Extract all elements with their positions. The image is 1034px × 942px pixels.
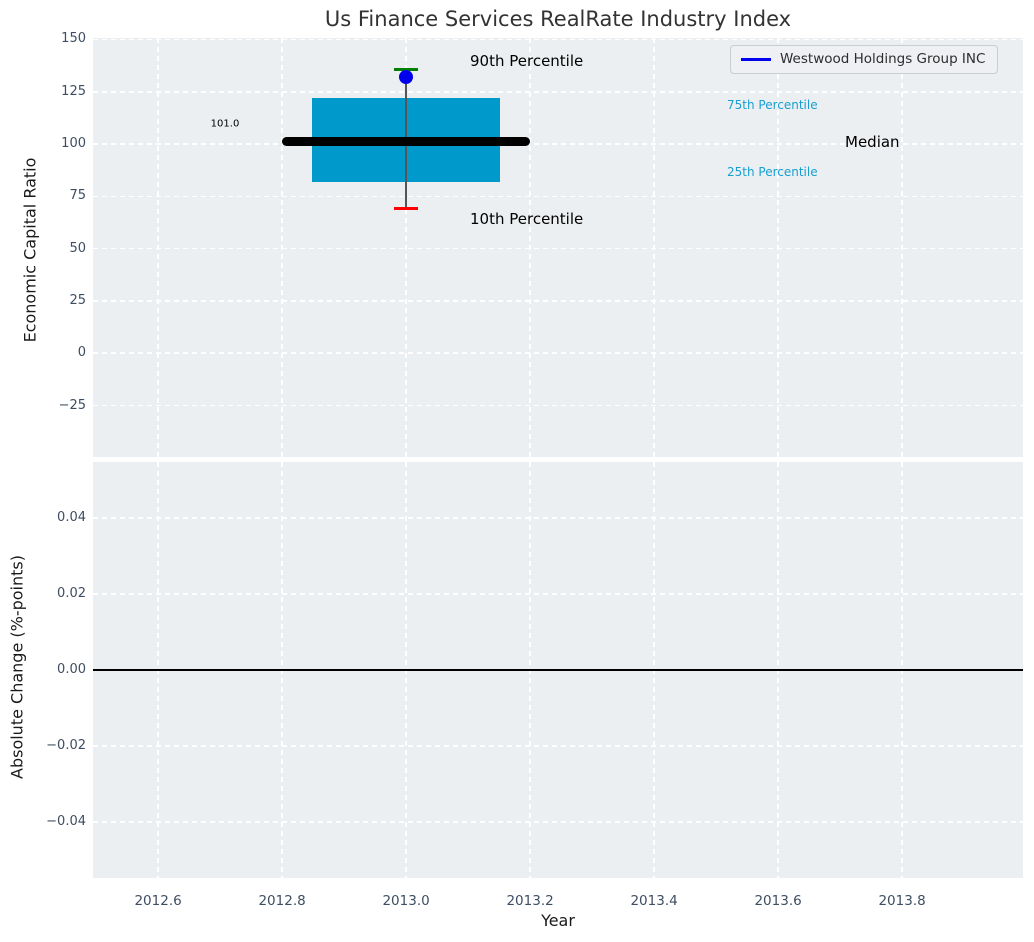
chart-title: Us Finance Services RealRate Industry In… (324, 7, 792, 31)
x-tick-label: 2013.6 (754, 893, 802, 909)
gridline-h (93, 593, 1023, 595)
gridline-v (777, 38, 779, 457)
median-value-label: 101.0 (210, 118, 240, 130)
annotation-75th-percentile: 75th Percentile (727, 98, 818, 112)
y-tick-label: 0.00 (57, 662, 86, 677)
top-axes (93, 38, 1023, 457)
y-tick-label: 0.02 (57, 585, 86, 601)
gridline-h (93, 91, 1023, 93)
zero-line (93, 669, 1023, 671)
cap-10th-percentile (393, 207, 419, 211)
y-tick-label: −0.02 (46, 738, 86, 754)
annotation-10th-percentile: 10th Percentile (470, 210, 584, 228)
gridline-h (93, 517, 1023, 519)
y-tick-label: 25 (69, 292, 86, 308)
gridline-h (93, 247, 1023, 250)
gridline-h (93, 404, 1023, 407)
y-tick-label: 75 (69, 188, 86, 204)
gridline-h (93, 143, 1023, 145)
gridline-h (93, 38, 1023, 41)
x-tick-label: 2013.8 (878, 893, 926, 909)
company-point (399, 70, 414, 85)
y-axis-label-bottom: Absolute Change (%-points) (7, 555, 27, 779)
annotation-25th-percentile: 25th Percentile (727, 165, 818, 179)
gridline-v (529, 38, 531, 457)
x-tick-label: 2012.8 (258, 893, 306, 909)
y-tick-label: 50 (69, 240, 86, 256)
y-tick-label: 0 (77, 345, 86, 361)
y-tick-label: 100 (61, 136, 86, 152)
x-tick-label: 2013.4 (630, 893, 678, 909)
x-tick-label: 2012.6 (134, 893, 182, 909)
bottom-axes (93, 462, 1023, 878)
y-tick-label: −0.04 (46, 814, 86, 830)
median-line (282, 137, 531, 147)
gridline-h (93, 745, 1023, 747)
gridline-v (901, 38, 903, 457)
y-tick-label: 150 (61, 31, 86, 47)
gridline-h (93, 352, 1023, 354)
y-tick-label: 125 (61, 83, 86, 99)
annotation-median: Median (845, 133, 900, 151)
x-tick-label: 2013.2 (506, 893, 554, 909)
gridline-h (93, 300, 1023, 302)
gridline-h (93, 195, 1023, 198)
y-axis-label-top: Economic Capital Ratio (20, 157, 40, 343)
legend-label: Westwood Holdings Group INC (780, 51, 986, 67)
y-tick-label: 0.04 (57, 509, 86, 525)
x-axis-label: Year (541, 911, 575, 930)
gridline-v (157, 38, 159, 457)
legend-line-sample (741, 57, 771, 61)
gridline-v (653, 38, 655, 457)
gridline-v (405, 38, 407, 457)
legend: Westwood Holdings Group INC (730, 45, 999, 74)
y-tick-label: −25 (58, 397, 86, 413)
annotation-90th-percentile: 90th Percentile (470, 52, 584, 70)
cap-90th-percentile (393, 68, 419, 72)
x-tick-label: 2013.0 (382, 893, 430, 909)
gridline-v (281, 38, 283, 457)
gridline-h (93, 821, 1023, 823)
